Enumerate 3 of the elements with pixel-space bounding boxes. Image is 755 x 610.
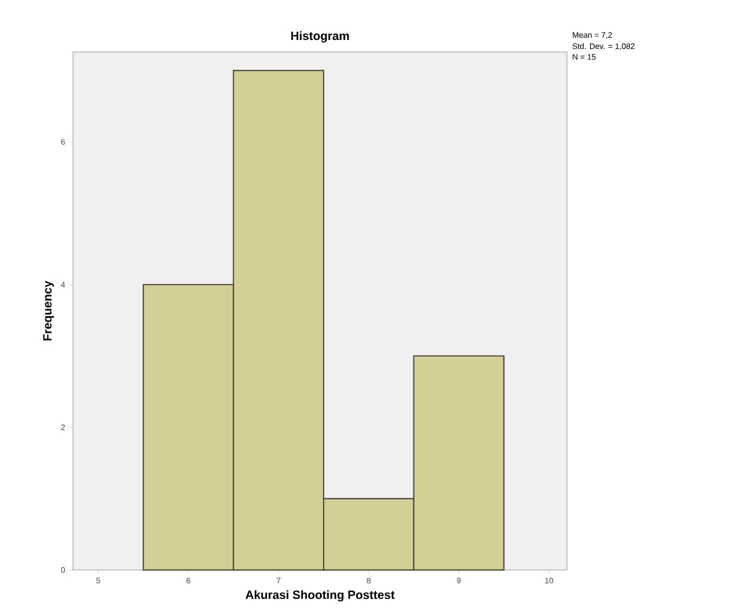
chart-title: Histogram: [291, 31, 349, 42]
x-axis-title: Akurasi Shooting Posttest: [246, 590, 395, 602]
y-axis-title: Frequency: [43, 280, 54, 340]
